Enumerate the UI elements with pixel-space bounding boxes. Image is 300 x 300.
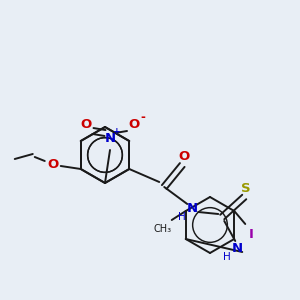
Text: -: - bbox=[141, 112, 146, 124]
Text: S: S bbox=[242, 182, 251, 196]
Text: I: I bbox=[249, 229, 254, 242]
Text: H: H bbox=[224, 252, 231, 262]
Text: N: N bbox=[104, 131, 116, 145]
Text: O: O bbox=[47, 158, 58, 170]
Text: N: N bbox=[187, 202, 198, 215]
Text: H: H bbox=[178, 212, 186, 222]
Text: N: N bbox=[232, 242, 243, 256]
Text: O: O bbox=[128, 118, 140, 130]
Text: +: + bbox=[113, 127, 121, 136]
Text: O: O bbox=[178, 151, 190, 164]
Text: CH₃: CH₃ bbox=[154, 224, 172, 234]
Text: O: O bbox=[80, 118, 92, 130]
